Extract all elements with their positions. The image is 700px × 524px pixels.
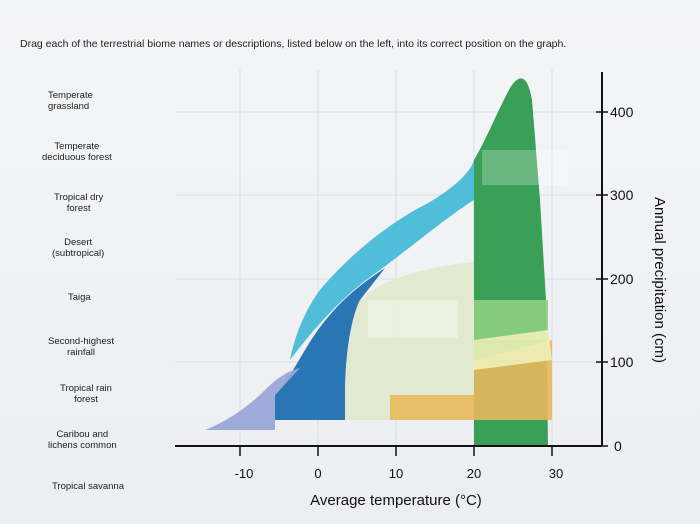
drag-label-second-highest-rainfall[interactable]: Second-highest rainfall: [44, 334, 118, 360]
y-axis-label: Annual precipitation (cm): [651, 197, 668, 363]
label-line: rainfall: [67, 347, 96, 358]
label-line: Tropical rain: [60, 383, 112, 394]
y-tick-label: 300: [610, 187, 634, 203]
x-tick-label: 0: [314, 466, 321, 481]
label-line: Temperate: [48, 90, 93, 101]
drag-label-tropical-rain-forest[interactable]: Tropical rain forest: [56, 381, 116, 407]
y-tick-label: 0: [614, 438, 622, 454]
biome-regions: [205, 78, 568, 447]
drag-label-temperate-deciduous-forest[interactable]: Temperate deciduous forest: [38, 139, 116, 165]
region-temperate-deciduous-forest[interactable]: [290, 160, 474, 360]
x-axis-label: Average temperature (°C): [310, 492, 482, 509]
y-ticks: [596, 111, 608, 447]
region-tropical-dry-forest[interactable]: [474, 300, 548, 340]
x-tick-label: -10: [235, 466, 254, 481]
label-line: lichens common: [48, 440, 117, 451]
label-line: (subtropical): [52, 248, 105, 259]
drag-label-tropical-dry-forest[interactable]: Tropical dry forest: [50, 190, 107, 216]
axes: [175, 72, 603, 447]
drag-label-caribou-and-lichens[interactable]: Caribou and lichens common: [44, 427, 121, 453]
instructions-text: Drag each of the terrestrial biome names…: [20, 38, 567, 50]
drag-label-temperate-grassland[interactable]: Temperate grassland: [44, 88, 97, 114]
label-line: forest: [74, 394, 98, 405]
y-tick-label: 200: [610, 271, 634, 287]
y-tick-label: 400: [610, 104, 634, 120]
label-line: Second-highest: [48, 336, 115, 347]
label-line: Tropical dry: [54, 192, 104, 203]
label-line: Desert: [64, 237, 93, 248]
drag-label-tropical-savanna[interactable]: Tropical savanna: [48, 479, 128, 494]
region-temperate-grassland[interactable]: [345, 262, 474, 420]
label-line: Temperate: [54, 141, 100, 152]
label-line: Caribou and: [56, 429, 109, 440]
drop-target-1[interactable]: [482, 150, 568, 185]
label-line: forest: [66, 203, 91, 214]
label-line: grassland: [48, 101, 90, 112]
drag-label-taiga[interactable]: Taiga: [64, 290, 95, 305]
x-ticks: [239, 446, 553, 456]
region-tropical-savanna[interactable]: [474, 330, 552, 370]
x-tick-label: 20: [467, 466, 481, 481]
region-taiga[interactable]: [275, 268, 385, 420]
drag-label-desert-subtropical[interactable]: Desert (subtropical): [48, 235, 108, 261]
x-tick-label: 30: [549, 466, 563, 481]
drop-target-2[interactable]: [368, 300, 458, 338]
label-line: deciduous forest: [42, 152, 112, 163]
label-line: Tropical savanna: [52, 481, 124, 492]
label-line: Taiga: [68, 292, 91, 303]
y-tick-label: 100: [610, 354, 634, 370]
region-tundra[interactable]: [205, 368, 300, 430]
x-tick-label: 10: [389, 466, 403, 481]
